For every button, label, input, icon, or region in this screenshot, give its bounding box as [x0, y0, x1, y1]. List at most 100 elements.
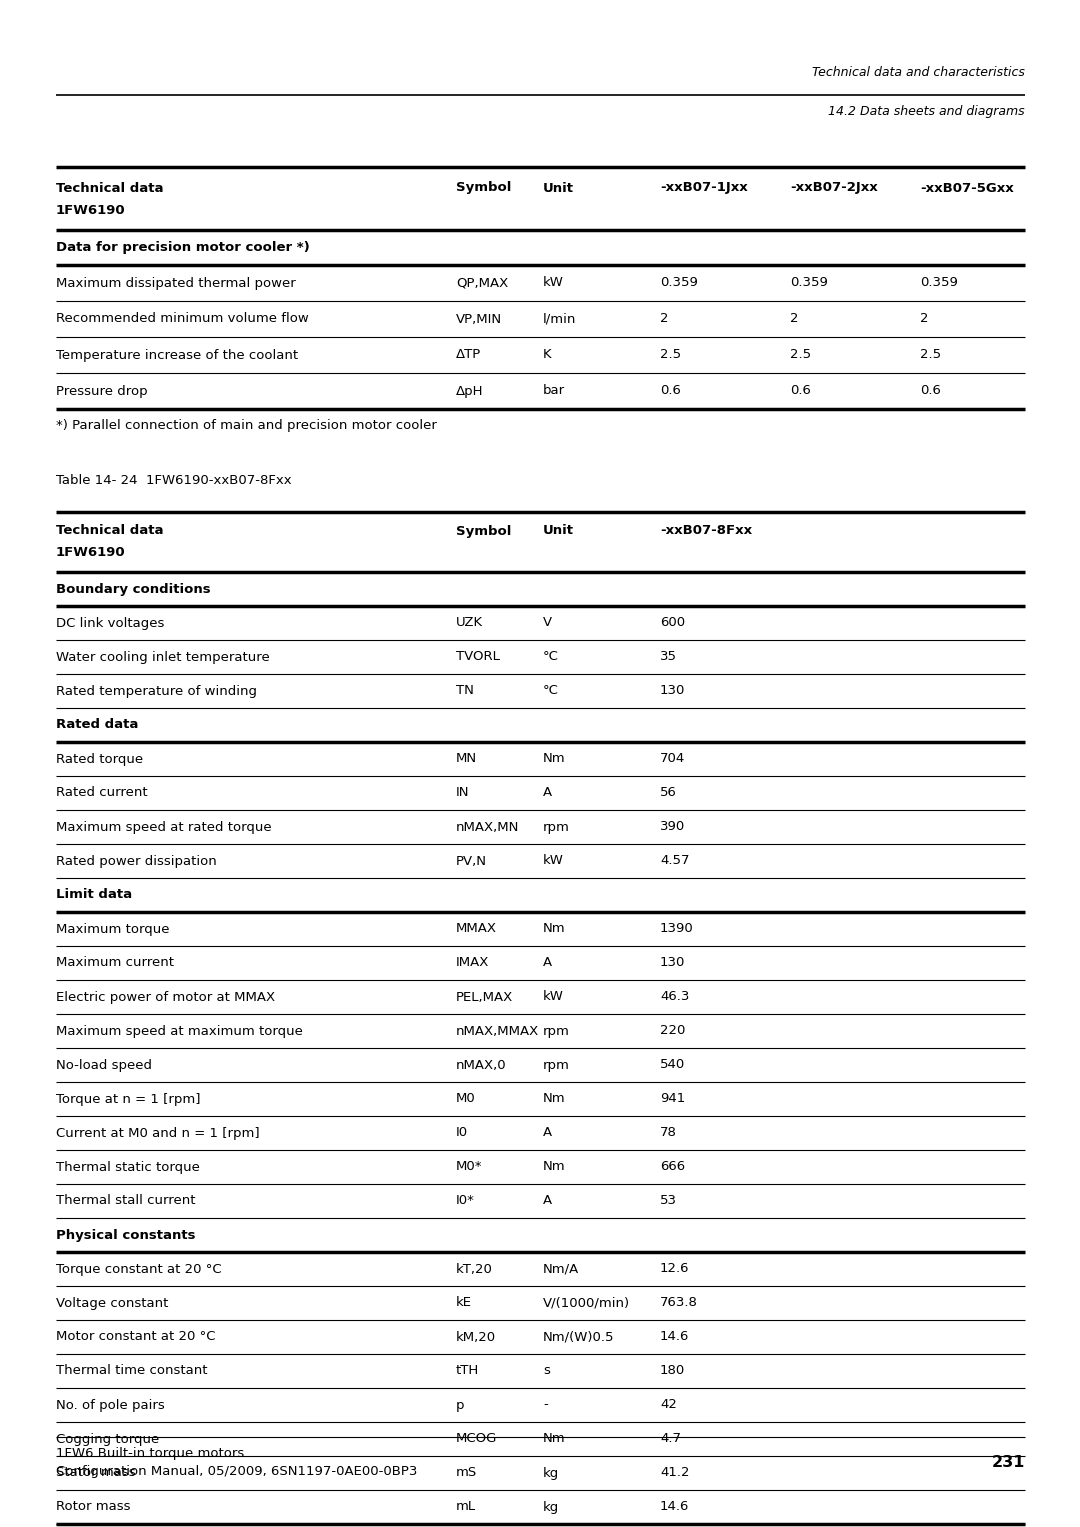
Text: I0: I0 — [456, 1127, 468, 1139]
Text: Limit data: Limit data — [56, 889, 132, 901]
Text: 0.359: 0.359 — [660, 276, 698, 290]
Text: V: V — [543, 617, 552, 629]
Text: 14.6: 14.6 — [660, 1330, 689, 1344]
Text: DC link voltages: DC link voltages — [56, 617, 164, 629]
Text: p: p — [456, 1399, 464, 1411]
Text: 2: 2 — [789, 313, 798, 325]
Text: 4.7: 4.7 — [660, 1432, 681, 1446]
Text: PV,N: PV,N — [456, 855, 487, 867]
Text: ΔpH: ΔpH — [456, 385, 484, 397]
Text: Stator mass: Stator mass — [56, 1466, 136, 1480]
Text: MCOG: MCOG — [456, 1432, 498, 1446]
Text: 2: 2 — [660, 313, 669, 325]
Text: Table 14- 24  1FW6190-xxB07-8Fxx: Table 14- 24 1FW6190-xxB07-8Fxx — [56, 475, 292, 487]
Text: °C: °C — [543, 651, 558, 664]
Text: °C: °C — [543, 684, 558, 698]
Text: 2: 2 — [920, 313, 929, 325]
Text: Rated current: Rated current — [56, 786, 148, 800]
Text: K: K — [543, 348, 552, 362]
Text: Maximum current: Maximum current — [56, 956, 174, 970]
Text: Nm: Nm — [543, 1092, 566, 1106]
Text: No. of pole pairs: No. of pole pairs — [56, 1399, 165, 1411]
Text: rpm: rpm — [543, 1025, 570, 1037]
Text: Rated torque: Rated torque — [56, 753, 144, 765]
Text: Cogging torque: Cogging torque — [56, 1432, 159, 1446]
Text: 35: 35 — [660, 651, 677, 664]
Text: Thermal time constant: Thermal time constant — [56, 1365, 207, 1377]
Text: -xxB07-5Gxx: -xxB07-5Gxx — [920, 182, 1014, 194]
Text: 0.6: 0.6 — [789, 385, 811, 397]
Text: 42: 42 — [660, 1399, 677, 1411]
Text: Voltage constant: Voltage constant — [56, 1296, 168, 1310]
Text: 2.5: 2.5 — [660, 348, 681, 362]
Text: Boundary conditions: Boundary conditions — [56, 582, 211, 596]
Text: -xxB07-1Jxx: -xxB07-1Jxx — [660, 182, 747, 194]
Text: 1FW6190: 1FW6190 — [56, 203, 125, 217]
Text: A: A — [543, 1194, 552, 1208]
Text: Unit: Unit — [543, 524, 573, 538]
Text: PEL,MAX: PEL,MAX — [456, 991, 513, 1003]
Text: 231: 231 — [991, 1455, 1025, 1471]
Text: A: A — [543, 956, 552, 970]
Text: kW: kW — [543, 276, 564, 290]
Text: Technical data and characteristics: Technical data and characteristics — [812, 66, 1025, 78]
Text: 14.2 Data sheets and diagrams: 14.2 Data sheets and diagrams — [828, 105, 1025, 119]
Text: 0.359: 0.359 — [920, 276, 958, 290]
Text: 12.6: 12.6 — [660, 1263, 689, 1275]
Text: nMAX,MN: nMAX,MN — [456, 820, 519, 834]
Text: 540: 540 — [660, 1058, 685, 1072]
Text: 41.2: 41.2 — [660, 1466, 689, 1480]
Text: Nm/(W)0.5: Nm/(W)0.5 — [543, 1330, 615, 1344]
Text: 78: 78 — [660, 1127, 677, 1139]
Text: 14.6: 14.6 — [660, 1501, 689, 1513]
Text: 0.6: 0.6 — [660, 385, 680, 397]
Text: kT,20: kT,20 — [456, 1263, 492, 1275]
Text: rpm: rpm — [543, 1058, 570, 1072]
Text: nMAX,0: nMAX,0 — [456, 1058, 507, 1072]
Text: 941: 941 — [660, 1092, 685, 1106]
Text: Nm: Nm — [543, 1161, 566, 1174]
Text: A: A — [543, 786, 552, 800]
Text: Maximum speed at maximum torque: Maximum speed at maximum torque — [56, 1025, 302, 1037]
Text: s: s — [543, 1365, 550, 1377]
Text: 1FW6190: 1FW6190 — [56, 547, 125, 559]
Text: mL: mL — [456, 1501, 476, 1513]
Text: MMAX: MMAX — [456, 922, 497, 936]
Text: Recommended minimum volume flow: Recommended minimum volume flow — [56, 313, 309, 325]
Text: Rated power dissipation: Rated power dissipation — [56, 855, 217, 867]
Text: IMAX: IMAX — [456, 956, 489, 970]
Text: QP,MAX: QP,MAX — [456, 276, 509, 290]
Text: 130: 130 — [660, 684, 686, 698]
Text: Data for precision motor cooler *): Data for precision motor cooler *) — [56, 241, 310, 255]
Text: Thermal stall current: Thermal stall current — [56, 1194, 195, 1208]
Text: 56: 56 — [660, 786, 677, 800]
Text: 46.3: 46.3 — [660, 991, 689, 1003]
Text: Symbol: Symbol — [456, 182, 511, 194]
Text: 4.57: 4.57 — [660, 855, 689, 867]
Text: Rated temperature of winding: Rated temperature of winding — [56, 684, 257, 698]
Text: MN: MN — [456, 753, 477, 765]
Text: tTH: tTH — [456, 1365, 480, 1377]
Text: 220: 220 — [660, 1025, 686, 1037]
Text: nMAX,MMAX: nMAX,MMAX — [456, 1025, 539, 1037]
Text: Rated data: Rated data — [56, 719, 138, 731]
Text: Symbol: Symbol — [456, 524, 511, 538]
Text: kM,20: kM,20 — [456, 1330, 496, 1344]
Text: Unit: Unit — [543, 182, 573, 194]
Text: kW: kW — [543, 991, 564, 1003]
Text: Technical data: Technical data — [56, 524, 163, 538]
Text: 1FW6 Built-in torque motors: 1FW6 Built-in torque motors — [56, 1448, 244, 1460]
Text: -xxB07-2Jxx: -xxB07-2Jxx — [789, 182, 878, 194]
Text: A: A — [543, 1127, 552, 1139]
Text: M0*: M0* — [456, 1161, 483, 1174]
Text: kE: kE — [456, 1296, 472, 1310]
Text: 600: 600 — [660, 617, 685, 629]
Text: Nm/A: Nm/A — [543, 1263, 579, 1275]
Text: 1390: 1390 — [660, 922, 693, 936]
Text: TVORL: TVORL — [456, 651, 500, 664]
Text: Maximum torque: Maximum torque — [56, 922, 170, 936]
Text: UZK: UZK — [456, 617, 483, 629]
Text: Technical data: Technical data — [56, 182, 163, 194]
Text: Current at M0 and n = 1 [rpm]: Current at M0 and n = 1 [rpm] — [56, 1127, 259, 1139]
Text: 0.6: 0.6 — [920, 385, 941, 397]
